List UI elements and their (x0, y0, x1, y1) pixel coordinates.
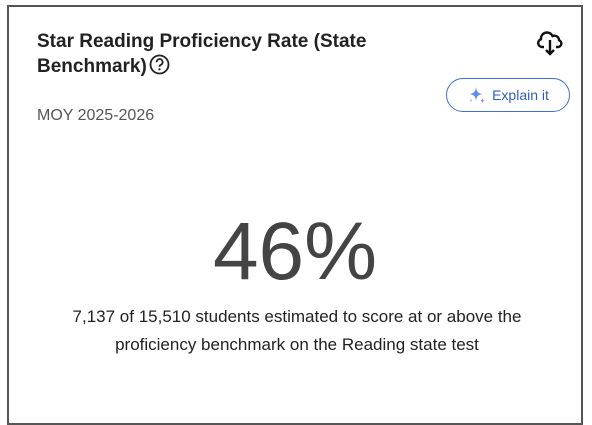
page: {"card": {"title": "Star Reading Profici… (7, 5, 583, 425)
explain-button[interactable]: Explain it (446, 78, 570, 112)
card-subtitle: MOY 2025-2026 (37, 107, 155, 124)
kpi-description: 7,137 of 15,510 students estimated to sc… (72, 307, 522, 354)
explain-label: Explain it (492, 87, 549, 103)
card-title: Star Reading Proficiency Rate (State Ben… (37, 31, 367, 77)
sparkle-icon (469, 87, 486, 104)
help-icon[interactable] (149, 54, 170, 75)
download-icon[interactable] (537, 29, 563, 57)
kpi-value: 46% (212, 206, 378, 297)
card-title-wrap: Star Reading Proficiency Rate (State Ben… (37, 29, 477, 79)
card: Star Reading Proficiency Rate (State Ben… (7, 5, 583, 425)
body: Star Reading Proficiency Rate (State Ben… (7, 5, 583, 425)
